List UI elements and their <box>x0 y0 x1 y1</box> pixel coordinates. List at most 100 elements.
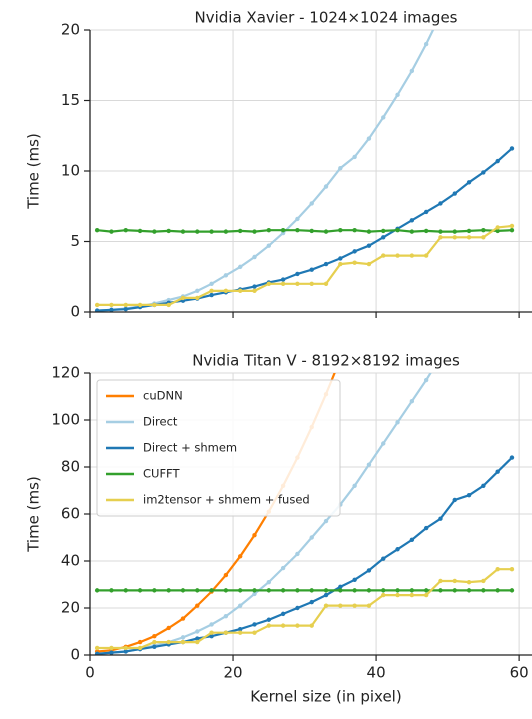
point <box>352 603 357 608</box>
series-line <box>97 30 435 312</box>
point <box>366 136 372 141</box>
point <box>352 577 357 582</box>
point <box>252 254 257 260</box>
plot-lines <box>94 30 515 312</box>
point <box>409 592 415 598</box>
point <box>381 235 386 240</box>
point <box>352 483 357 488</box>
point <box>366 261 372 267</box>
point <box>352 260 357 265</box>
point <box>381 588 386 593</box>
point <box>409 218 415 223</box>
point <box>481 578 486 584</box>
point <box>209 630 214 635</box>
point <box>295 605 300 611</box>
point <box>423 525 429 531</box>
point <box>166 302 171 308</box>
point <box>166 228 171 234</box>
point <box>180 588 186 593</box>
point <box>423 228 429 234</box>
point <box>280 565 286 571</box>
point <box>152 588 157 593</box>
point <box>466 493 472 498</box>
point <box>209 288 214 294</box>
point <box>237 554 243 559</box>
point <box>395 592 400 598</box>
point <box>409 253 415 258</box>
point <box>252 622 257 627</box>
point <box>323 281 329 286</box>
point <box>423 209 429 215</box>
point <box>123 588 128 593</box>
point <box>252 288 257 294</box>
point <box>152 634 157 639</box>
point <box>252 588 257 593</box>
legend-label: im2tensor + shmem + fused <box>143 493 310 507</box>
point <box>195 636 200 641</box>
point <box>381 253 386 258</box>
point <box>452 578 457 584</box>
point <box>381 592 386 598</box>
point <box>481 228 486 233</box>
point <box>466 180 472 185</box>
point <box>152 639 157 645</box>
point <box>223 273 229 278</box>
point <box>309 535 314 540</box>
point <box>409 229 415 234</box>
point <box>338 228 343 233</box>
y-tick-label: 15 <box>61 91 80 109</box>
point <box>195 588 200 593</box>
point <box>209 634 214 639</box>
point <box>123 645 128 651</box>
point <box>152 229 157 234</box>
point <box>280 228 286 233</box>
point <box>438 229 443 234</box>
y-tick-label: 100 <box>51 411 80 429</box>
point <box>323 603 329 608</box>
point <box>94 588 100 593</box>
point <box>266 588 272 593</box>
point <box>223 614 229 619</box>
point <box>409 537 415 543</box>
point <box>137 588 143 593</box>
point <box>423 253 429 258</box>
point <box>252 591 257 597</box>
legend: cuDNN Direct Direct + shmem CUFFT im2tensor … <box>96 379 341 517</box>
point <box>495 225 500 230</box>
point <box>237 588 243 593</box>
point <box>509 455 515 460</box>
point <box>266 623 272 628</box>
legend-label: Direct + shmem <box>143 441 237 455</box>
point <box>495 588 500 593</box>
point <box>481 170 486 175</box>
point <box>509 567 515 572</box>
point <box>252 284 257 289</box>
point <box>152 302 157 308</box>
point <box>366 603 372 608</box>
point <box>237 264 243 270</box>
point <box>309 228 314 234</box>
point <box>509 228 515 233</box>
y-axis-label: Time (ms) <box>25 133 43 210</box>
point <box>452 229 457 234</box>
point <box>280 623 286 628</box>
point <box>438 201 443 206</box>
x-tick-label: 40 <box>367 664 386 682</box>
point <box>280 281 286 286</box>
point <box>395 420 400 425</box>
point <box>352 588 357 593</box>
point <box>323 229 329 234</box>
point <box>123 306 128 312</box>
legend-label: cuDNN <box>143 389 183 403</box>
y-tick-label: 80 <box>61 458 80 476</box>
point <box>409 588 415 593</box>
point <box>323 588 329 593</box>
point <box>280 277 286 282</box>
y-tick-label: 5 <box>70 232 80 250</box>
point <box>295 588 300 593</box>
point <box>495 567 500 572</box>
point <box>338 588 343 593</box>
point <box>223 572 229 578</box>
point <box>237 626 243 632</box>
point <box>338 256 343 261</box>
